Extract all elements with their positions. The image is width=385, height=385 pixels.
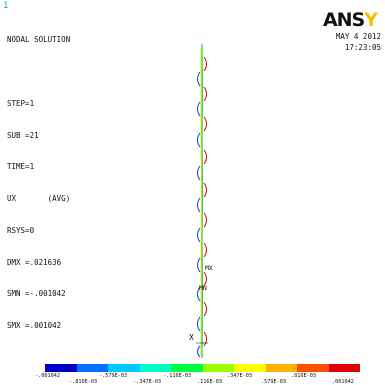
negative-bulge xyxy=(198,166,201,180)
negative-bulge xyxy=(198,102,201,116)
positive-bulge xyxy=(204,213,207,227)
legend-swatch xyxy=(45,364,77,372)
contour-line-green xyxy=(202,44,203,358)
positive-bulge xyxy=(204,150,207,164)
legend-swatch xyxy=(77,364,109,372)
negative-bulge xyxy=(198,198,201,212)
legend-swatch xyxy=(297,364,329,372)
legend-tick-top: -.579E-03 xyxy=(99,373,127,379)
positive-bulge xyxy=(204,302,207,316)
legend-swatch xyxy=(140,364,172,372)
positive-bulge xyxy=(204,117,207,131)
legend-swatch xyxy=(329,364,361,372)
legend-tick-bottom: .001042 xyxy=(332,379,354,385)
legend-swatch xyxy=(203,364,235,372)
negative-bulge xyxy=(198,346,201,357)
legend-tick-bottom: .579E-03 xyxy=(261,379,286,385)
negative-bulge xyxy=(198,317,201,331)
legend-tick-top: .810E-03 xyxy=(291,373,316,379)
max-label: MX xyxy=(205,264,213,272)
positive-bulge xyxy=(204,57,207,71)
negative-bulge xyxy=(198,72,201,86)
legend-swatch xyxy=(108,364,140,372)
positive-bulge xyxy=(204,183,207,197)
negative-bulge xyxy=(198,258,201,272)
contour-line-yellow xyxy=(201,48,202,355)
legend-swatch xyxy=(234,364,266,372)
legend-tick-bottom: -.347E-03 xyxy=(133,379,161,385)
positive-bulge xyxy=(204,243,207,257)
min-label: MN xyxy=(199,284,207,292)
legend-tick-bottom: -.810E-03 xyxy=(69,379,97,385)
legend-swatch xyxy=(171,364,203,372)
legend-tick-bottom: .116E-03 xyxy=(197,379,222,385)
positive-bulge xyxy=(204,87,207,101)
legend-tick-top: .347E-03 xyxy=(227,373,252,379)
axis-x-label: X xyxy=(189,333,194,342)
negative-bulge xyxy=(198,228,201,242)
contour-legend xyxy=(45,364,360,372)
legend-swatch xyxy=(266,364,298,372)
positive-bulge xyxy=(204,332,207,346)
legend-tick-top: -.116E-03 xyxy=(163,373,191,379)
legend-tick-top: -.001042 xyxy=(35,373,60,379)
negative-bulge xyxy=(198,133,201,147)
